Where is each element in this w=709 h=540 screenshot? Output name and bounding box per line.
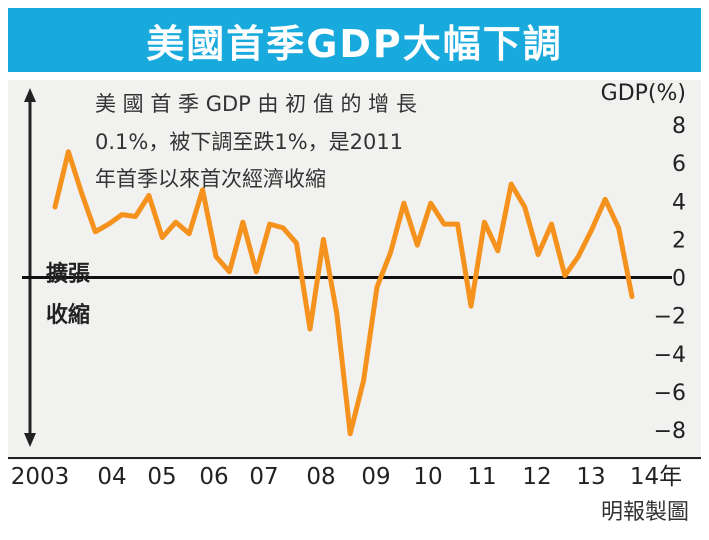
y-axis-arrow-down	[24, 433, 36, 447]
x-tick-label: 08	[306, 464, 335, 490]
y-tick-label: 6	[672, 152, 686, 177]
annotation-line: 美 國 首 季 GDP 由 初 值 的 增 長	[95, 92, 417, 116]
y-axis-arrow-up	[24, 88, 36, 102]
x-tick-label: 07	[249, 464, 278, 490]
title-bar: 美國首季GDP大幅下調	[8, 8, 701, 72]
y-tick-label: 8	[672, 114, 686, 139]
x-tick-label: 09	[361, 464, 390, 490]
x-tick-label: 13	[576, 464, 605, 490]
y-tick-label: 2	[672, 228, 686, 253]
x-tick-label: 2003	[11, 464, 70, 490]
x-tick-label: 10	[413, 464, 442, 490]
x-tick-label: 11	[467, 464, 496, 490]
gdp-series-line	[52, 149, 635, 437]
zone-label-expansion: 擴張	[46, 261, 91, 287]
source-credit: 明報製圖	[600, 500, 689, 525]
y-tick-label: −2	[654, 305, 686, 330]
x-tick-label: 12	[522, 464, 551, 490]
zone-label-contraction: 收縮	[46, 302, 90, 328]
y-tick-label: −4	[654, 343, 686, 368]
x-tick-label: 04	[97, 464, 126, 490]
x-tick-label: 06	[199, 464, 228, 490]
y-tick-label: 4	[672, 190, 686, 215]
annotation-line: 0.1%，被下調至跌1%，是2011	[95, 130, 403, 154]
y-tick-label: −8	[654, 419, 686, 444]
y-tick-label: 0	[672, 267, 686, 292]
y-tick-label: −6	[654, 381, 686, 406]
annotation-line: 年首季以來首次經濟收縮	[95, 167, 326, 191]
x-tick-label: 14年	[630, 464, 682, 490]
chart-title: 美國首季GDP大幅下調	[146, 21, 563, 66]
y-axis-label: GDP(%)	[601, 81, 686, 106]
plot-background	[8, 80, 701, 460]
x-tick-label: 05	[147, 464, 176, 490]
